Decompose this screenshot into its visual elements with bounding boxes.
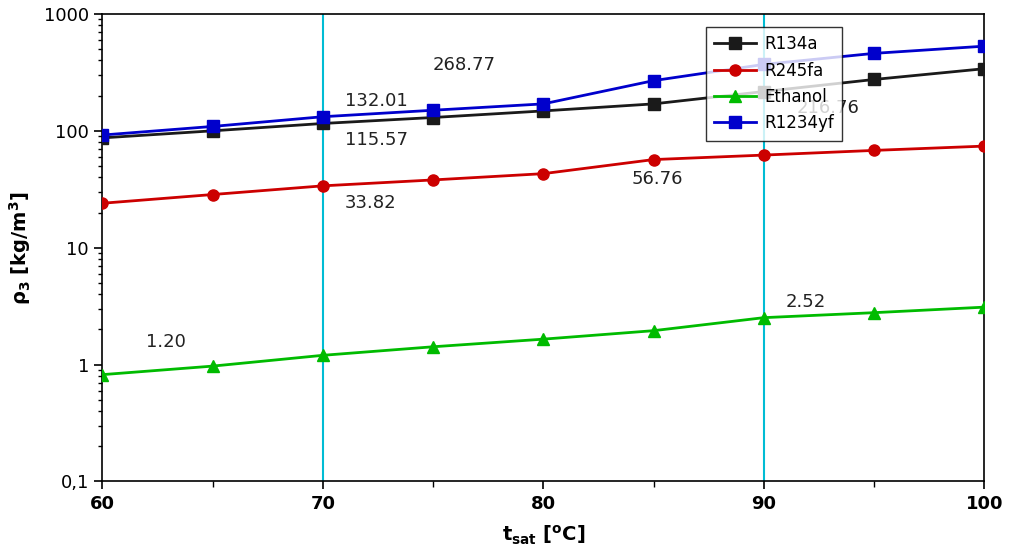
Line: R1234yf: R1234yf: [97, 40, 990, 141]
Ethanol: [537, 336, 549, 342]
Text: 268.77: 268.77: [433, 57, 496, 74]
Legend: R134a, R245fa, Ethanol, R1234yf: R134a, R245fa, Ethanol, R1234yf: [706, 27, 842, 141]
Line: R245fa: R245fa: [97, 141, 990, 209]
R1234yf: [206, 123, 218, 130]
R245fa: [979, 143, 991, 150]
R245fa: [96, 200, 108, 207]
Text: 115.57: 115.57: [344, 131, 408, 149]
R245fa: [868, 147, 880, 153]
Y-axis label: $\mathbf{\rho_3}$ $\mathbf{[kg/m^3]}$: $\mathbf{\rho_3}$ $\mathbf{[kg/m^3]}$: [7, 191, 33, 305]
Ethanol: [206, 363, 218, 370]
R134a: [427, 114, 439, 121]
R1234yf: [979, 43, 991, 49]
R1234yf: [427, 107, 439, 114]
R1234yf: [647, 78, 660, 84]
R245fa: [317, 182, 329, 189]
Line: R134a: R134a: [97, 63, 990, 143]
R1234yf: [96, 132, 108, 138]
Ethanol: [758, 314, 770, 321]
Ethanol: [868, 309, 880, 316]
Ethanol: [427, 343, 439, 350]
R134a: [537, 107, 549, 114]
Text: 2.52: 2.52: [786, 294, 826, 311]
R245fa: [537, 170, 549, 177]
R1234yf: [317, 114, 329, 120]
R245fa: [758, 152, 770, 158]
R134a: [206, 127, 218, 134]
R1234yf: [758, 61, 770, 68]
X-axis label: $\mathbf{t_{sat}}$ $\mathbf{[^oC]}$: $\mathbf{t_{sat}}$ $\mathbf{[^oC]}$: [502, 524, 585, 547]
R245fa: [427, 177, 439, 183]
Text: 216.76: 216.76: [797, 99, 860, 117]
Ethanol: [979, 304, 991, 310]
R1234yf: [537, 101, 549, 107]
R134a: [868, 76, 880, 83]
Text: 56.76: 56.76: [631, 170, 683, 188]
Ethanol: [317, 352, 329, 358]
R134a: [96, 135, 108, 141]
Ethanol: [96, 371, 108, 378]
R245fa: [206, 191, 218, 198]
R134a: [647, 101, 660, 107]
R1234yf: [868, 50, 880, 57]
R134a: [758, 88, 770, 95]
R134a: [317, 120, 329, 127]
Line: Ethanol: Ethanol: [97, 301, 990, 380]
Text: 1.20: 1.20: [146, 333, 186, 351]
R134a: [979, 65, 991, 72]
R245fa: [647, 156, 660, 163]
Text: 132.01: 132.01: [344, 93, 408, 110]
Text: 33.82: 33.82: [344, 193, 397, 212]
Ethanol: [647, 327, 660, 334]
